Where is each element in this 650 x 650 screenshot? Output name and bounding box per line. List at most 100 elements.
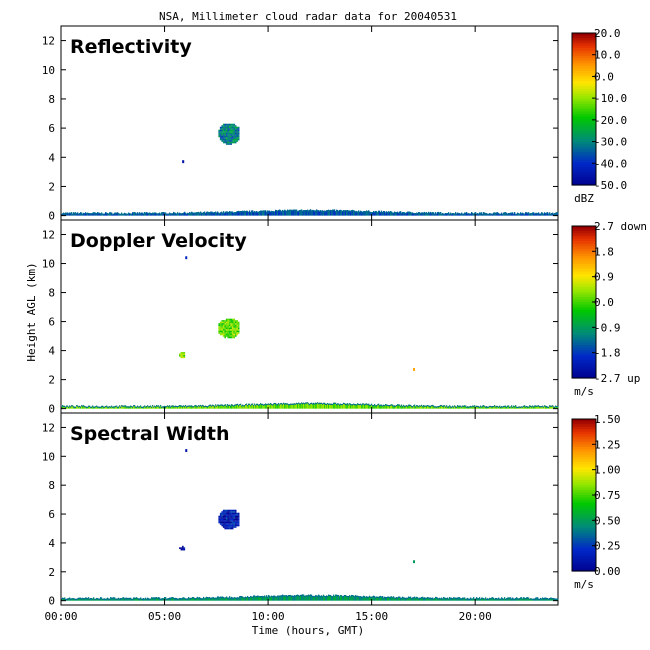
echo-top — [355, 595, 357, 597]
echo-column — [439, 405, 441, 409]
echo-top — [96, 405, 98, 407]
echo-column — [365, 403, 367, 409]
echo-top — [188, 597, 190, 599]
echo-column — [426, 212, 428, 216]
echo-top — [236, 597, 238, 599]
echo-top — [409, 211, 411, 213]
echo-pixel — [234, 332, 237, 334]
colorbar-band — [572, 505, 596, 509]
echo-pixel — [230, 324, 232, 327]
echo-top — [68, 213, 70, 215]
echo-top — [331, 403, 333, 405]
echo-top — [333, 209, 335, 211]
colorbar-unit: m/s — [574, 385, 594, 398]
y-tick-label: 10 — [42, 450, 55, 463]
echo-column — [369, 595, 371, 601]
echo-column — [291, 209, 293, 216]
echo-top — [496, 405, 498, 408]
echo-top — [502, 598, 504, 600]
echo-top — [171, 213, 173, 215]
echo-column — [262, 210, 264, 216]
echo-column — [398, 212, 400, 216]
echo-top — [116, 598, 118, 600]
echo-column — [511, 212, 513, 216]
echo-top — [492, 213, 494, 215]
echo-top — [245, 596, 247, 598]
echo-top — [367, 404, 369, 406]
echo-top — [112, 597, 114, 599]
echo-column — [128, 597, 130, 601]
echo-pixel — [222, 329, 225, 331]
echo-top — [65, 598, 67, 601]
y-tick-label: 2 — [48, 566, 55, 579]
echo-column — [314, 210, 316, 216]
echo-pixel — [233, 123, 235, 126]
echo-pixel — [224, 509, 226, 512]
echo-top — [268, 595, 270, 597]
echo-column — [420, 597, 422, 601]
echo-top — [147, 597, 149, 599]
echo-column — [483, 212, 485, 216]
echo-pixel — [234, 131, 237, 133]
echo-column — [290, 403, 292, 409]
echo-column — [396, 405, 398, 409]
colorbar-band — [572, 157, 596, 161]
echo-top — [99, 598, 101, 600]
echo-column — [182, 597, 184, 601]
echo-top — [77, 405, 79, 407]
echo-top — [531, 598, 533, 600]
echo-top — [162, 212, 164, 214]
echo-pixel — [230, 518, 232, 521]
echo-top — [492, 405, 494, 408]
echo-column — [298, 210, 300, 216]
echo-top — [487, 406, 489, 408]
echo-column — [240, 403, 242, 409]
echo-pixel — [231, 524, 234, 527]
echo-column — [209, 212, 211, 216]
echo-column — [374, 596, 376, 601]
y-tick-label: 8 — [48, 479, 55, 492]
echo-column — [165, 212, 167, 216]
echo-top — [243, 405, 245, 407]
echo-column — [395, 597, 397, 601]
colorbar-band — [572, 35, 596, 39]
echo-top — [543, 213, 545, 215]
echo-top — [125, 405, 127, 407]
echo-top — [511, 405, 513, 407]
echo-column — [83, 598, 85, 601]
echo-top — [182, 597, 184, 599]
echo-pixel — [230, 125, 232, 127]
echo-pixel — [236, 324, 238, 327]
colorbar-band — [572, 248, 596, 252]
echo-top — [325, 210, 327, 213]
echo-column — [353, 210, 355, 216]
colorbar-tick-label: 10.0 — [594, 49, 621, 62]
echo-pixel — [182, 353, 184, 356]
echo-top — [165, 212, 167, 214]
echo-column — [483, 598, 485, 601]
echo-pixel — [230, 131, 232, 133]
echo-column — [206, 406, 208, 409]
echo-top — [245, 211, 247, 213]
echo-top — [335, 402, 337, 405]
echo-top — [264, 595, 266, 597]
echo-column — [363, 595, 365, 601]
echo-column — [222, 596, 224, 601]
echo-column — [402, 212, 404, 216]
echo-top — [99, 406, 101, 408]
echo-column — [303, 210, 305, 216]
echo-top — [340, 403, 342, 405]
echo-top — [200, 404, 202, 407]
echo-top — [79, 597, 81, 599]
echo-pixel — [233, 509, 235, 512]
echo-top — [518, 213, 520, 215]
echo-column — [497, 212, 499, 216]
echo-pixel — [224, 333, 226, 336]
echo-top — [262, 595, 264, 598]
echo-top — [394, 211, 396, 213]
echo-column — [241, 210, 243, 216]
echo-top — [231, 596, 233, 599]
echo-top — [241, 210, 243, 213]
echo-top — [71, 598, 73, 600]
echo-top — [411, 405, 413, 408]
